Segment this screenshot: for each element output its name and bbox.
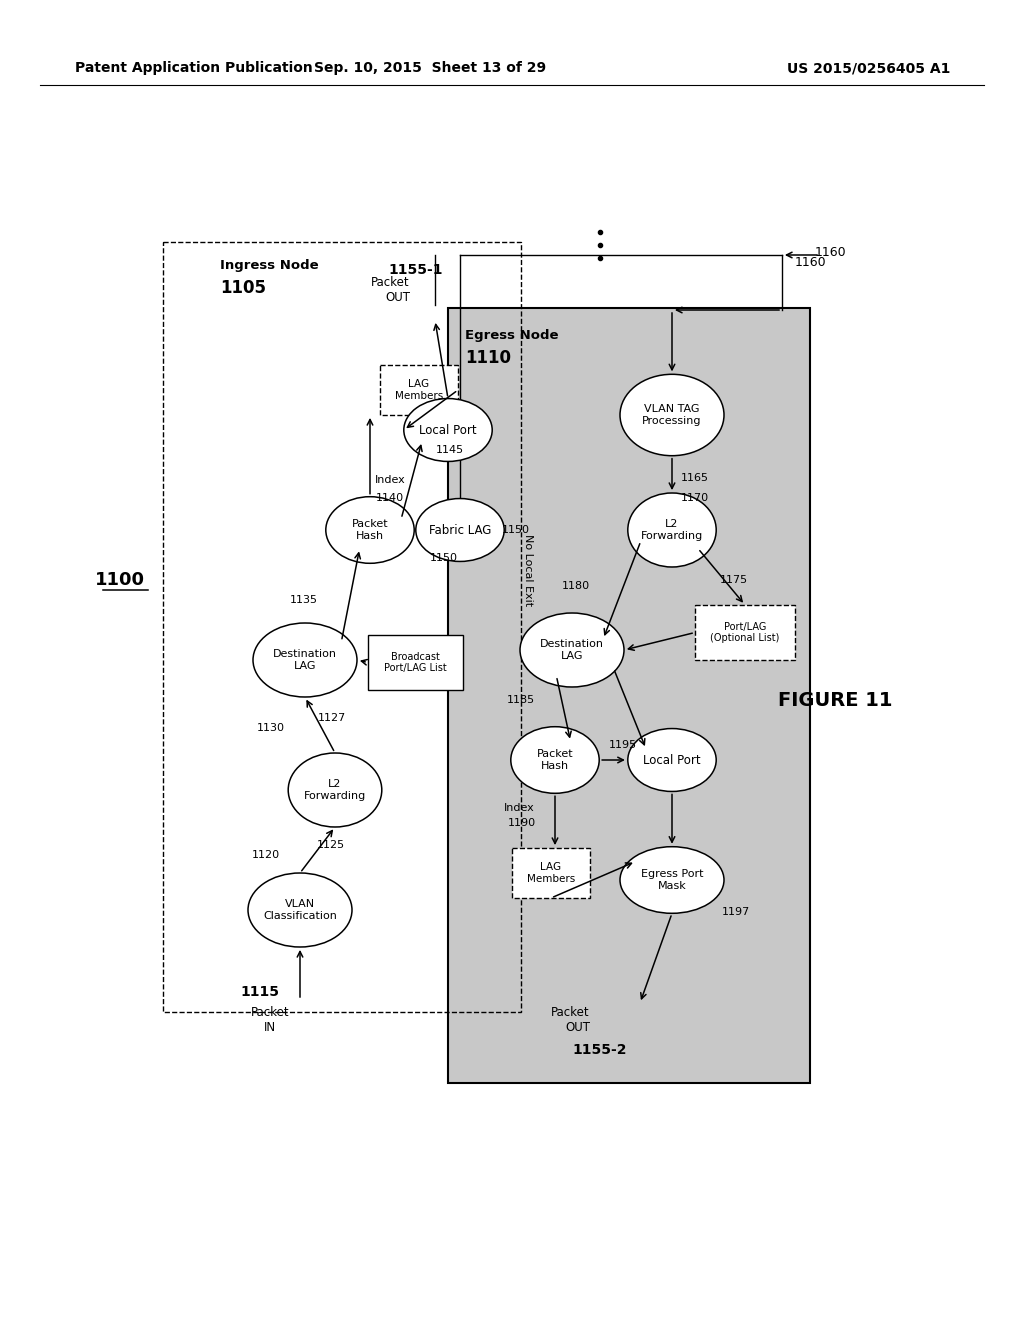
Text: VLAN TAG
Processing: VLAN TAG Processing <box>642 404 701 426</box>
Text: 1185: 1185 <box>507 696 535 705</box>
Text: Port/LAG
(Optional List): Port/LAG (Optional List) <box>711 622 779 643</box>
Text: No Local Exit: No Local Exit <box>523 533 534 606</box>
Bar <box>380 366 458 414</box>
Bar <box>368 635 463 690</box>
Text: 1115: 1115 <box>241 985 280 999</box>
Text: FIGURE 11: FIGURE 11 <box>778 690 892 710</box>
Text: Patent Application Publication: Patent Application Publication <box>75 61 312 75</box>
Text: 1190: 1190 <box>508 818 536 828</box>
Text: VLAN
Classification: VLAN Classification <box>263 899 337 921</box>
Text: LAG
Members: LAG Members <box>527 862 575 884</box>
Ellipse shape <box>416 499 504 561</box>
Text: Egress Port
Mask: Egress Port Mask <box>641 869 703 891</box>
Ellipse shape <box>620 375 724 455</box>
Bar <box>512 847 590 898</box>
Text: 1140: 1140 <box>376 492 404 503</box>
Bar <box>449 308 810 1082</box>
Text: 1110: 1110 <box>465 348 511 367</box>
Ellipse shape <box>511 727 599 793</box>
Text: 1127: 1127 <box>318 713 346 723</box>
Ellipse shape <box>403 399 493 462</box>
Text: US 2015/0256405 A1: US 2015/0256405 A1 <box>786 61 950 75</box>
Text: 1100: 1100 <box>95 572 145 589</box>
Text: Index: Index <box>504 803 535 813</box>
Text: Local Port: Local Port <box>643 754 700 767</box>
Text: 1160: 1160 <box>815 246 847 259</box>
Text: 1155-1: 1155-1 <box>389 263 443 277</box>
Ellipse shape <box>520 612 624 686</box>
Text: L2
Forwarding: L2 Forwarding <box>304 779 367 801</box>
Text: 1155-2: 1155-2 <box>572 1043 628 1057</box>
Ellipse shape <box>248 873 352 946</box>
Ellipse shape <box>288 752 382 828</box>
Text: 1105: 1105 <box>220 279 266 297</box>
Text: Packet
OUT: Packet OUT <box>372 276 410 304</box>
Text: 1195: 1195 <box>609 741 637 750</box>
Text: Sep. 10, 2015  Sheet 13 of 29: Sep. 10, 2015 Sheet 13 of 29 <box>314 61 546 75</box>
Text: Local Port: Local Port <box>419 424 477 437</box>
Text: 1180: 1180 <box>562 581 590 591</box>
Text: 1130: 1130 <box>257 723 285 733</box>
Text: Ingress Node: Ingress Node <box>220 259 318 272</box>
Text: Fabric LAG: Fabric LAG <box>429 524 492 536</box>
Text: 1160: 1160 <box>795 256 826 268</box>
Text: 1150: 1150 <box>430 553 458 564</box>
Text: Packet
IN: Packet IN <box>251 1006 290 1034</box>
Text: Destination
LAG: Destination LAG <box>540 639 604 661</box>
Ellipse shape <box>253 623 357 697</box>
Text: Packet
Hash: Packet Hash <box>351 519 388 541</box>
Text: 1165: 1165 <box>681 473 709 483</box>
Text: Packet
OUT: Packet OUT <box>551 1006 590 1034</box>
Text: Destination
LAG: Destination LAG <box>273 649 337 671</box>
Text: 1150: 1150 <box>502 525 530 535</box>
Text: Egress Node: Egress Node <box>465 329 558 342</box>
Text: 1125: 1125 <box>317 840 345 850</box>
Text: 1197: 1197 <box>722 907 751 917</box>
Text: LAG
Members: LAG Members <box>395 379 443 401</box>
Text: Index: Index <box>375 475 406 484</box>
Bar <box>695 605 795 660</box>
Text: 1170: 1170 <box>681 492 710 503</box>
Ellipse shape <box>628 492 716 568</box>
Text: 1145: 1145 <box>436 445 464 455</box>
Text: Broadcast
Port/LAG List: Broadcast Port/LAG List <box>384 652 446 673</box>
Text: 1120: 1120 <box>252 850 280 861</box>
Ellipse shape <box>620 846 724 913</box>
Text: L2
Forwarding: L2 Forwarding <box>641 519 703 541</box>
Ellipse shape <box>628 729 716 792</box>
Bar <box>163 242 521 1012</box>
Text: 1175: 1175 <box>720 576 749 585</box>
Text: Packet
Hash: Packet Hash <box>537 750 573 771</box>
Text: 1135: 1135 <box>290 595 318 605</box>
Ellipse shape <box>326 496 414 564</box>
